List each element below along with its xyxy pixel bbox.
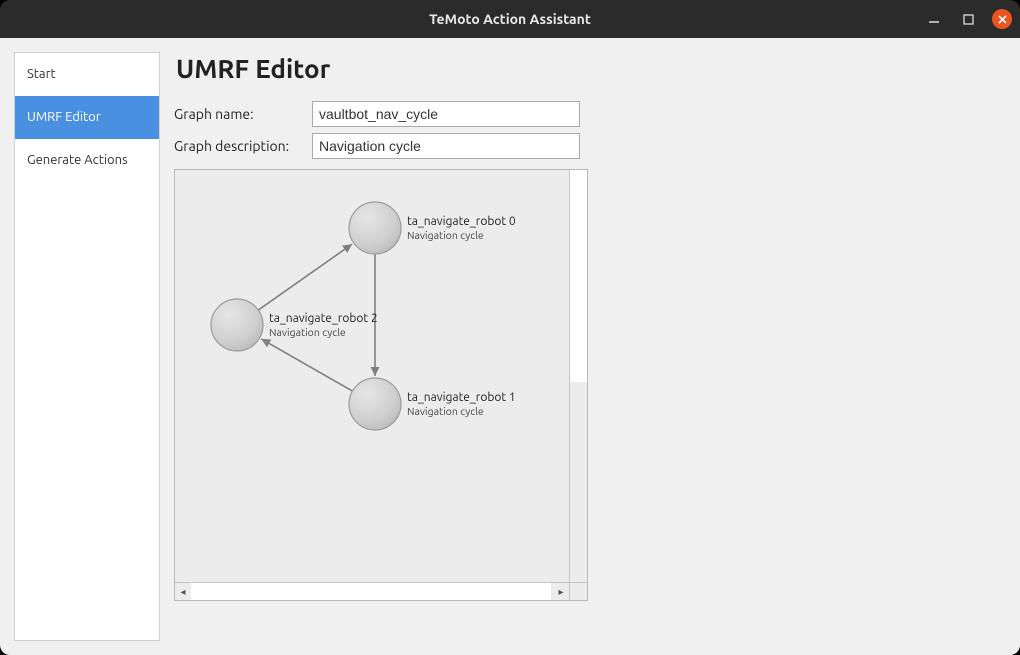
graph-node[interactable] [349,378,401,430]
page-title: UMRF Editor [176,54,1006,83]
row-graph-description: Graph description: [174,133,1006,159]
graph-canvas-container: ta_navigate_robot 0Navigation cycle ta_na… [174,169,588,601]
graph-description-label: Graph description: [174,138,306,154]
sidebar-item-start[interactable]: Start [15,53,159,96]
graph-node-label: ta_navigate_robot 2Navigation cycle [269,311,378,339]
window-title: TeMoto Action Assistant [0,11,1020,27]
sidebar-item-label: Start [27,67,56,81]
hscroll-track[interactable] [191,583,553,600]
form: Graph name: Graph description: [174,101,1006,159]
minimize-icon [928,13,940,25]
client-area: Start UMRF Editor Generate Actions UMRF … [0,38,1020,655]
sidebar-item-label: UMRF Editor [27,110,101,124]
sidebar-item-label: Generate Actions [27,153,128,167]
graph-node[interactable] [349,202,401,254]
sidebar: Start UMRF Editor Generate Actions [14,52,160,641]
scroll-corner [569,582,587,600]
sidebar-item-generate-actions[interactable]: Generate Actions [15,139,159,182]
horizontal-scrollbar[interactable]: ◂ ▸ [175,582,569,600]
graph-name-input[interactable] [312,101,580,127]
titlebar: TeMoto Action Assistant [0,0,1020,38]
close-button[interactable] [992,9,1012,29]
close-icon [997,14,1008,25]
scroll-left-icon[interactable]: ◂ [175,584,191,600]
main-panel: UMRF Editor Graph name: Graph descriptio… [174,52,1006,641]
scroll-right-icon[interactable]: ▸ [553,584,569,600]
graph-description-input[interactable] [312,133,580,159]
graph-node-label: ta_navigate_robot 1Navigation cycle [407,390,516,418]
app-window: TeMoto Action Assistant Start UMRF Edito… [0,0,1020,655]
graph-name-label: Graph name: [174,106,306,122]
window-controls [924,0,1012,38]
minimize-button[interactable] [924,9,944,29]
maximize-icon [963,14,974,25]
row-graph-name: Graph name: [174,101,1006,127]
graph-node[interactable] [211,299,263,351]
maximize-button[interactable] [958,9,978,29]
vertical-scrollbar[interactable] [569,170,587,582]
graph-canvas[interactable]: ta_navigate_robot 0Navigation cycle ta_na… [175,170,569,582]
graph-node-label: ta_navigate_robot 0Navigation cycle [407,214,516,242]
sidebar-item-umrf-editor[interactable]: UMRF Editor [15,96,159,139]
hscroll-thumb[interactable] [191,583,551,600]
